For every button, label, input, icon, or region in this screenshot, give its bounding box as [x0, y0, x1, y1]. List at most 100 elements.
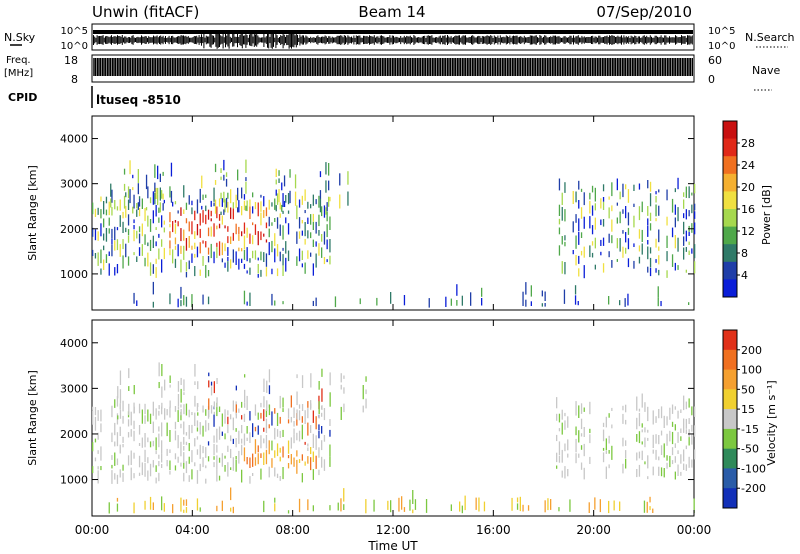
- colorbar-tick-label: 24: [741, 159, 755, 172]
- data-cell: [594, 497, 596, 510]
- data-cell: [210, 210, 212, 217]
- data-cell: [155, 187, 157, 199]
- data-cell: [207, 422, 210, 431]
- nsky-bar: [208, 36, 210, 44]
- data-cell: [301, 416, 303, 423]
- data-cell: [321, 234, 323, 242]
- data-cell: [625, 404, 627, 413]
- nsky-bar: [468, 36, 470, 43]
- nsky-bar: [343, 35, 345, 45]
- data-cell: [339, 173, 341, 186]
- data-cell: [218, 457, 221, 463]
- nsky-bar: [282, 31, 284, 49]
- data-cell: [185, 238, 188, 251]
- nsky-bar: [539, 35, 541, 45]
- nsky-bar: [123, 37, 124, 43]
- data-cell: [680, 428, 682, 433]
- nsky-bar: [683, 36, 685, 44]
- nsky-bar: [462, 35, 464, 45]
- data-cell: [285, 241, 287, 254]
- data-cell: [161, 386, 163, 398]
- data-cell: [329, 196, 331, 202]
- data-cell: [174, 201, 177, 205]
- data-cell: [594, 187, 596, 202]
- nsky-bar: [593, 37, 595, 43]
- nsky-bar: [190, 37, 192, 43]
- data-cell: [279, 416, 281, 424]
- data-cell: [318, 381, 320, 390]
- data-cell: [304, 441, 306, 445]
- data-cell: [556, 452, 558, 463]
- data-cell: [210, 200, 212, 207]
- nsky-bar: [551, 37, 553, 43]
- nsky-bar: [394, 37, 396, 43]
- data-cell: [589, 200, 591, 214]
- data-cell: [183, 392, 185, 395]
- data-cell: [691, 434, 693, 445]
- data-cell: [114, 422, 116, 436]
- nsky-bar: [281, 36, 283, 44]
- data-cell: [138, 199, 141, 207]
- data-cell: [149, 463, 152, 477]
- nave-tick-bottom: 0: [708, 73, 715, 86]
- data-cell: [691, 192, 693, 196]
- nsky-bar: [130, 37, 132, 43]
- data-cell: [185, 272, 188, 278]
- data-cell: [221, 242, 223, 256]
- nsky-bar: [421, 36, 423, 44]
- data-cell: [282, 408, 284, 412]
- data-cell: [137, 202, 139, 210]
- data-cell: [483, 501, 486, 512]
- data-cell: [290, 454, 292, 465]
- nsky-bar: [544, 35, 546, 45]
- data-cell: [655, 196, 657, 203]
- data-cell: [218, 214, 221, 221]
- data-cell: [278, 178, 280, 183]
- data-cell: [183, 295, 185, 306]
- data-cell: [103, 245, 105, 251]
- data-cell: [564, 262, 566, 275]
- data-cell: [321, 206, 323, 217]
- data-cell: [133, 430, 135, 442]
- data-cell: [213, 411, 215, 415]
- data-cell: [205, 420, 207, 432]
- data-cell: [92, 410, 94, 425]
- data-cell: [602, 219, 605, 227]
- data-cell: [138, 443, 141, 446]
- data-cell: [574, 295, 577, 305]
- data-cell: [619, 191, 621, 200]
- data-cell: [561, 261, 563, 274]
- nsky-bar: [111, 35, 112, 45]
- data-cell: [282, 467, 284, 480]
- data-cell: [263, 452, 265, 465]
- data-cell: [425, 499, 428, 513]
- data-cell: [658, 255, 660, 265]
- nsky-bar: [166, 38, 168, 42]
- data-cell: [329, 419, 331, 426]
- data-cell: [605, 466, 607, 479]
- nsky-bar: [601, 37, 603, 43]
- data-cell: [296, 450, 298, 457]
- y-tick-label: 4000: [60, 337, 88, 350]
- data-cell: [205, 205, 207, 212]
- data-cell: [459, 501, 461, 512]
- data-cell: [169, 406, 171, 418]
- data-cell: [556, 413, 558, 421]
- data-cell: [196, 427, 199, 432]
- nsky-bar: [197, 37, 199, 43]
- data-cell: [185, 507, 188, 513]
- data-cell: [319, 190, 322, 199]
- nsky-bar: [625, 36, 627, 44]
- data-cell: [161, 464, 163, 468]
- data-cell: [625, 458, 627, 469]
- nsky-bar: [401, 37, 403, 43]
- data-cell: [268, 424, 270, 429]
- data-cell: [268, 228, 270, 238]
- data-cell: [605, 450, 607, 454]
- data-cell: [649, 257, 652, 268]
- data-cell: [318, 415, 320, 419]
- data-cell: [263, 196, 265, 207]
- nsky-bar: [671, 37, 673, 43]
- nsky-bar: [472, 35, 474, 45]
- data-cell: [318, 243, 320, 256]
